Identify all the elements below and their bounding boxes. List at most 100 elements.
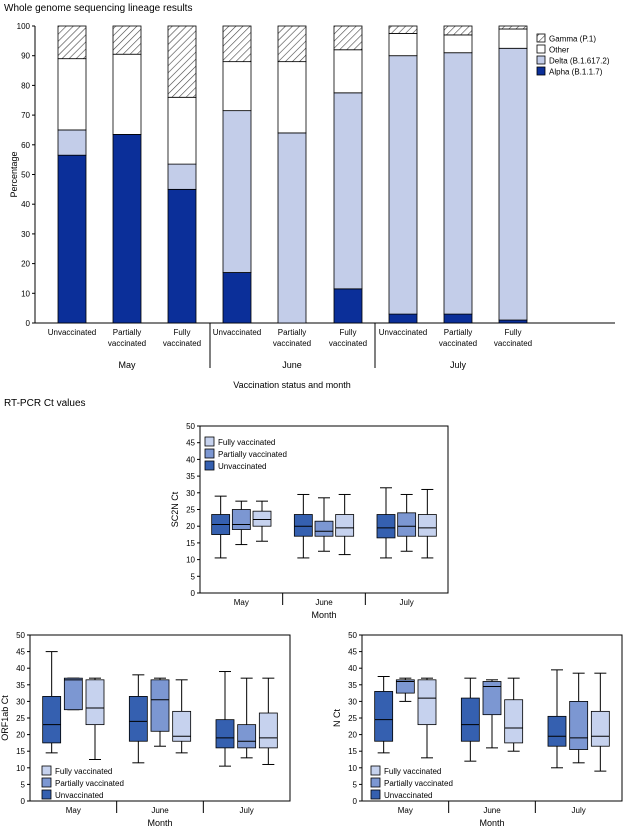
n-legend-label-partially-vaccinated: Partially vaccinated [384, 779, 453, 788]
lineage-y-tick-label: 90 [21, 52, 30, 61]
lineage-section-title: Whole genome sequencing lineage results [4, 3, 193, 14]
orf1ab-y-tick-label: 40 [16, 664, 25, 673]
n-legend-swatch-partially-vaccinated [370, 777, 381, 788]
sc2n-june-unvaccinated-box [293, 514, 313, 537]
lineage-y-axis-title: Percentage [9, 151, 19, 197]
bar-alpha-b-1-1-7-1 [112, 134, 142, 324]
orf1ab-may-fully-vaccinated-box [85, 679, 105, 726]
lineage-month-label: May [118, 360, 136, 370]
n-may-partially-vaccinated-box [395, 679, 415, 694]
orf1ab-y-tick-label: 25 [16, 714, 25, 723]
orf1ab-y-tick-label: 45 [16, 648, 25, 657]
sc2n-legend-label-partially-vaccinated: Partially vaccinated [218, 450, 287, 459]
orf1ab-legend-swatch-partially-vaccinated [41, 777, 52, 788]
ct-section-title: RT-PCR Ct values [4, 398, 86, 409]
n-legend-swatch-unvaccinated [370, 789, 381, 800]
orf1ab-july-unvaccinated-box [215, 719, 235, 749]
sc2n-june-partially-vaccinated-box [314, 520, 334, 537]
lineage-x-tick-label: vaccinated [273, 339, 311, 348]
lineage-x-tick-label: Partially [278, 328, 306, 337]
bar-delta-b-1-617-2-3 [222, 110, 252, 273]
sc2n-month-label: May [234, 598, 249, 607]
orf1ab-y-tick-label: 10 [16, 764, 25, 773]
orf1ab-y-axis-title: ORF1ab Ct [0, 695, 10, 741]
n-y-tick-label: 25 [348, 714, 357, 723]
orf1ab-y-tick-label: 0 [21, 797, 26, 806]
n-y-tick-label: 30 [348, 697, 357, 706]
legend-label-other: Other [549, 46, 569, 55]
lineage-x-tick-label: Partially [113, 328, 141, 337]
legend-swatch-gamma-p-1 [536, 33, 546, 43]
orf1ab-y-tick-label: 20 [16, 731, 25, 740]
sc2n-month-label: July [400, 598, 414, 607]
orf1ab-y-tick-label: 30 [16, 697, 25, 706]
lineage-x-tick-label: vaccinated [439, 339, 477, 348]
sc2n-y-tick-label: 30 [186, 489, 195, 498]
orf1ab-month-label: June [151, 806, 169, 815]
bar-other-3 [222, 61, 252, 112]
sc2n-july-unvaccinated-box [376, 514, 396, 539]
bar-gamma-p-1-1 [112, 25, 142, 55]
bar-delta-b-1-617-2-8 [498, 47, 528, 321]
lineage-x-tick-label: Partially [444, 328, 472, 337]
sc2n-legend-label-unvaccinated: Unvaccinated [218, 462, 266, 471]
lineage-y-tick-label: 100 [17, 22, 31, 31]
n-june-fully-vaccinated-box [504, 699, 524, 744]
lineage-month-label: June [282, 360, 302, 370]
orf1ab-july-fully-vaccinated-box [258, 712, 278, 749]
bar-other-4 [277, 61, 307, 134]
n-may-unvaccinated-box [374, 691, 394, 742]
n-legend-label-unvaccinated: Unvaccinated [384, 791, 432, 800]
orf1ab-y-tick-label: 15 [16, 747, 25, 756]
lineage-month-label: July [450, 360, 467, 370]
orf1ab-y-tick-label: 50 [16, 631, 25, 640]
bar-delta-b-1-617-2-0 [57, 129, 87, 156]
sc2n-y-tick-label: 35 [186, 472, 195, 481]
bar-gamma-p-1-7 [443, 25, 473, 36]
bar-alpha-b-1-1-7-3 [222, 272, 252, 324]
legend-swatch-delta-b-1-617-2 [536, 55, 546, 65]
bar-alpha-b-1-1-7-2 [167, 188, 197, 324]
bar-gamma-p-1-6 [388, 25, 418, 34]
bar-gamma-p-1-5 [333, 25, 363, 51]
n-y-tick-label: 10 [348, 764, 357, 773]
orf1ab-july-partially-vaccinated-box [237, 724, 257, 749]
lineage-y-tick-label: 40 [21, 200, 30, 209]
n-y-tick-label: 0 [353, 797, 358, 806]
orf1ab-june-fully-vaccinated-box [172, 710, 192, 742]
n-legend-label-fully-vaccinated: Fully vaccinated [384, 767, 441, 776]
orf1ab-june-unvaccinated-box [128, 696, 148, 742]
bar-gamma-p-1-4 [277, 25, 307, 63]
lineage-x-tick-label: vaccinated [329, 339, 367, 348]
bar-other-2 [167, 96, 197, 165]
sc2n-y-tick-label: 40 [186, 455, 195, 464]
n-july-unvaccinated-box [547, 715, 567, 747]
n-y-tick-label: 50 [348, 631, 357, 640]
bar-delta-b-1-617-2-4 [277, 132, 307, 324]
orf1ab-y-tick-label: 35 [16, 681, 25, 690]
orf1ab-month-label: May [66, 806, 81, 815]
lineage-y-tick-label: 20 [21, 260, 30, 269]
sc2n-y-axis-title: SC2N Ct [170, 491, 180, 527]
orf1ab-legend-label-unvaccinated: Unvaccinated [55, 791, 103, 800]
n-y-tick-label: 5 [353, 780, 358, 789]
n-july-partially-vaccinated-box [569, 701, 589, 750]
bar-delta-b-1-617-2-5 [333, 92, 363, 290]
legend-label-delta-b-1-617-2: Delta (B.1.617.2) [549, 57, 610, 66]
sc2n-month-label: June [315, 598, 333, 607]
lineage-x-tick-label: vaccinated [163, 339, 201, 348]
lineage-x-tick-label: Unvaccinated [48, 328, 96, 337]
lineage-y-tick-label: 70 [21, 111, 30, 120]
orf1ab-legend-swatch-unvaccinated [41, 789, 52, 800]
orf1ab-legend-label-fully-vaccinated: Fully vaccinated [55, 767, 112, 776]
n-june-unvaccinated-box [460, 697, 480, 742]
n-y-tick-label: 40 [348, 664, 357, 673]
sc2n-july-fully-vaccinated-box [417, 514, 437, 537]
sc2n-y-tick-label: 45 [186, 439, 195, 448]
n-month-label: July [572, 806, 586, 815]
orf1ab-legend-label-partially-vaccinated: Partially vaccinated [55, 779, 124, 788]
lineage-x-tick-label: Unvaccinated [213, 328, 261, 337]
bar-delta-b-1-617-2-2 [167, 163, 197, 190]
sc2n-y-tick-label: 25 [186, 506, 195, 515]
orf1ab-x-axis-title: Month [147, 818, 172, 828]
